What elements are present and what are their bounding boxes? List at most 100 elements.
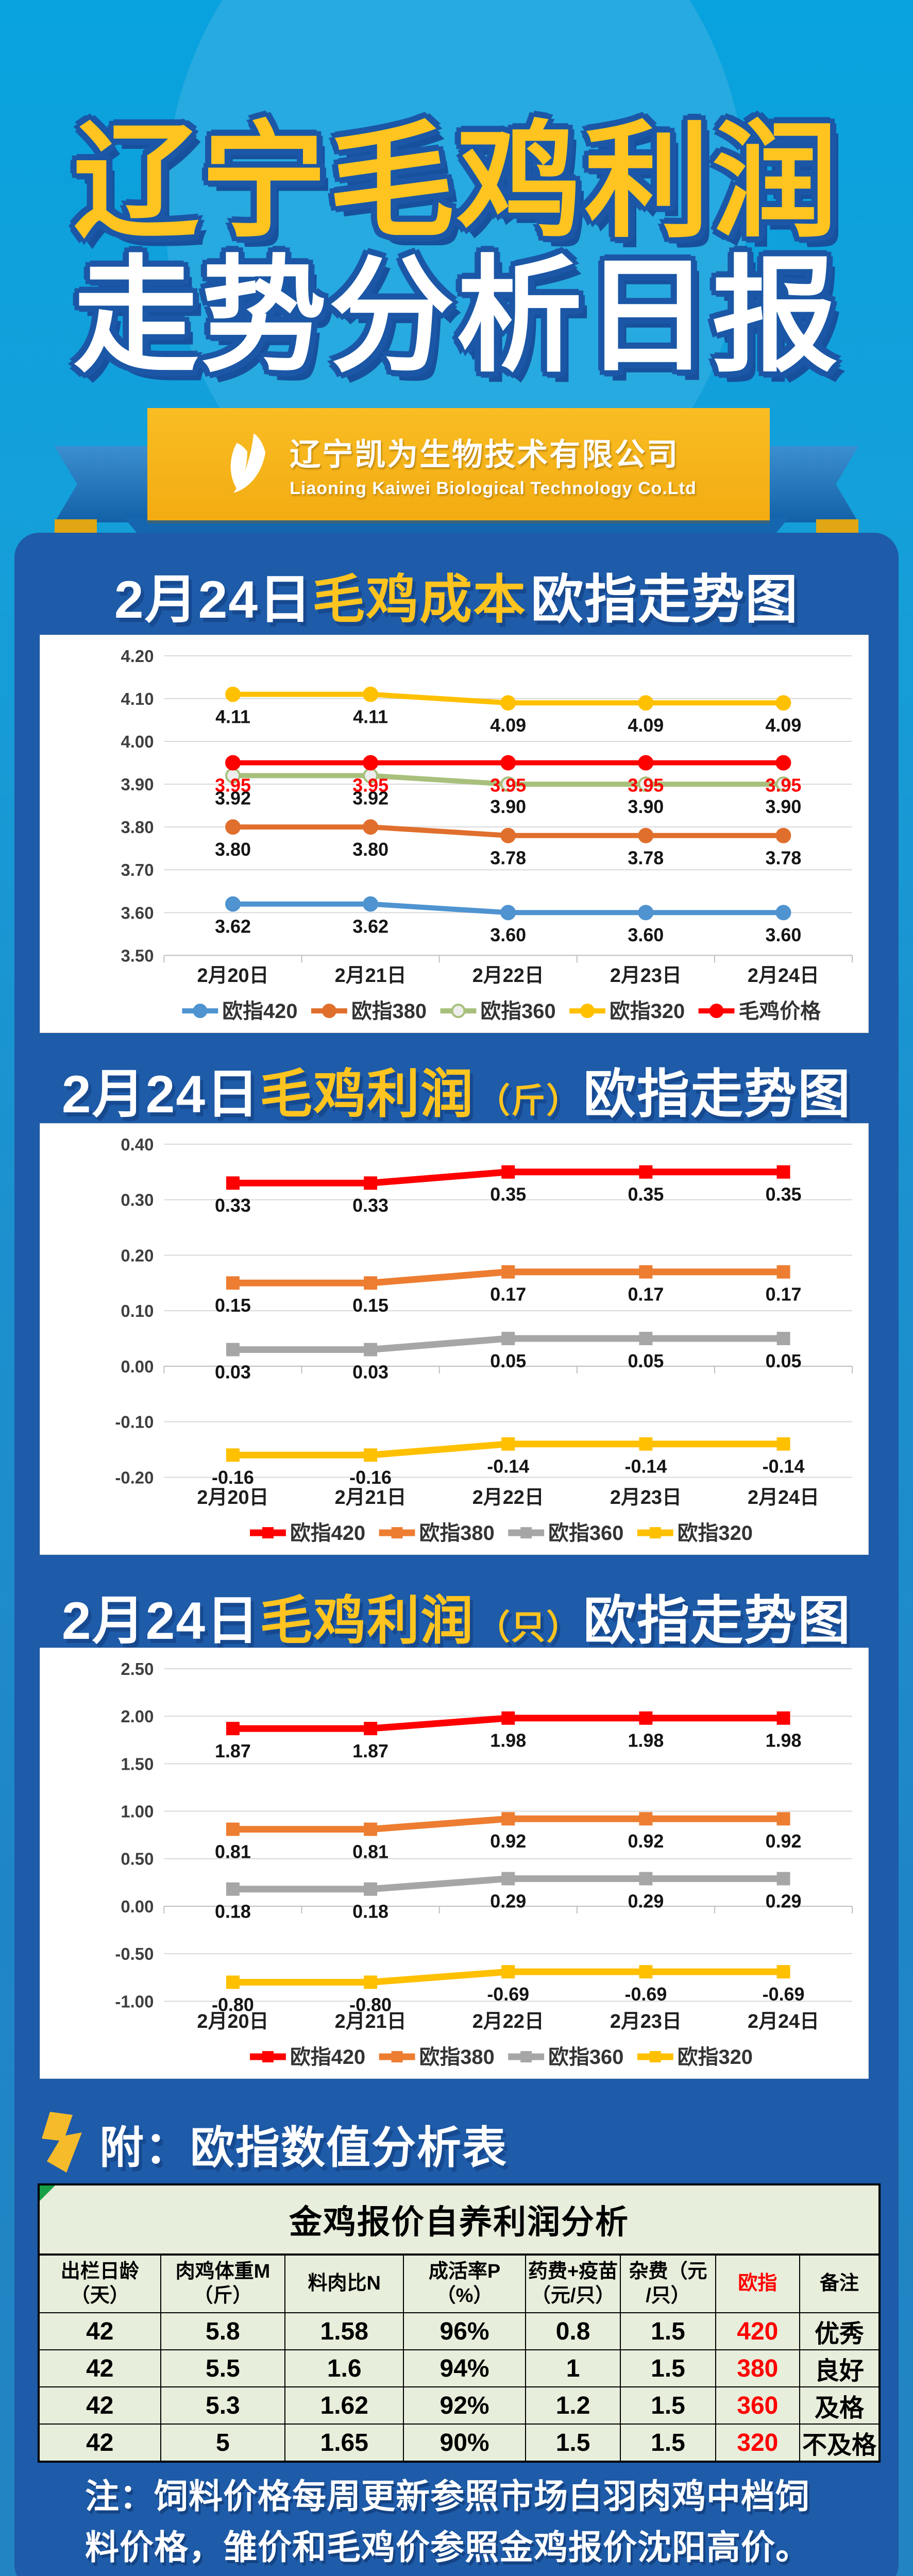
svg-text:2月24日: 2月24日 xyxy=(748,1487,819,1509)
svg-text:2月24日: 2月24日 xyxy=(748,2011,819,2032)
data-label: 3.92 xyxy=(352,788,388,808)
table-cell: 及格 xyxy=(799,2386,881,2425)
svg-text:2月24日: 2月24日 xyxy=(748,965,819,987)
data-point xyxy=(776,1711,790,1725)
data-label: 0.92 xyxy=(628,1831,664,1852)
title-prefix: 2月24日 xyxy=(61,1591,260,1650)
table-cell: 92% xyxy=(403,2386,526,2425)
legend-label: 欧指320 xyxy=(610,1000,685,1023)
data-point xyxy=(501,1265,515,1279)
column-header: 杂费（元 /只） xyxy=(620,2254,716,2313)
data-label: 3.90 xyxy=(766,796,802,817)
svg-text:1.00: 1.00 xyxy=(121,1802,154,1821)
data-label: 4.11 xyxy=(215,707,250,727)
data-label: 3.95 xyxy=(628,775,664,795)
data-point xyxy=(775,695,791,711)
data-label: -0.16 xyxy=(212,1467,254,1488)
data-label: 0.29 xyxy=(490,1890,526,1911)
data-label: 0.81 xyxy=(215,1841,251,1862)
data-point xyxy=(775,755,791,771)
svg-text:2月22日: 2月22日 xyxy=(472,965,544,987)
data-point xyxy=(226,1722,240,1736)
data-label: 1.87 xyxy=(352,1740,388,1761)
main-title: 辽宁毛鸡利润 走势分析日报 xyxy=(0,114,913,383)
data-point xyxy=(364,1276,378,1290)
svg-text:3.50: 3.50 xyxy=(121,946,154,965)
data-point xyxy=(775,827,791,843)
legend-label: 欧指380 xyxy=(419,2046,494,2069)
table-cell: 380 xyxy=(715,2349,800,2387)
table-corner-triangle-icon xyxy=(40,2185,55,2201)
table-cell: 5 xyxy=(160,2424,286,2462)
data-point xyxy=(776,1265,790,1279)
svg-text:2月20日: 2月20日 xyxy=(197,965,269,987)
table-cell: 1 xyxy=(525,2349,621,2387)
data-point xyxy=(639,1165,653,1179)
data-point xyxy=(500,776,516,792)
data-point xyxy=(638,695,654,711)
section-title-cost: 2月24日毛鸡成本欧指走势图 xyxy=(0,571,913,629)
data-point xyxy=(500,905,516,921)
table-cell: 42 xyxy=(38,2349,161,2387)
table-row: 42 5.5 1.6 94% 1 1.5 380 良好 xyxy=(38,2349,881,2387)
kaiwei-logo-icon xyxy=(221,429,274,500)
svg-text:2.50: 2.50 xyxy=(121,1659,154,1679)
svg-text:2月21日: 2月21日 xyxy=(335,2011,407,2032)
data-label: 1.98 xyxy=(490,1730,526,1751)
data-point xyxy=(639,1812,653,1826)
section-title-profit-jin: 2月24日毛鸡利润（斤）欧指走势图 xyxy=(0,1065,913,1123)
data-point xyxy=(225,896,241,912)
data-label: 0.05 xyxy=(766,1350,802,1371)
data-point xyxy=(364,1822,378,1836)
svg-text:2月23日: 2月23日 xyxy=(610,965,682,987)
table-row: 42 5.3 1.62 92% 1.2 1.5 360 及格 xyxy=(38,2386,881,2425)
data-label: -0.69 xyxy=(624,1984,667,2005)
table-row: 42 5.8 1.58 96% 0.8 1.5 420 优秀 xyxy=(38,2312,881,2350)
data-point xyxy=(364,1975,378,1989)
table-cell: 5.3 xyxy=(160,2386,286,2425)
data-label: 4.09 xyxy=(490,715,526,736)
legend-label: 欧指420 xyxy=(290,1522,365,1545)
table-cell: 1.5 xyxy=(620,2424,716,2462)
legend-label: 欧指360 xyxy=(548,1522,623,1545)
table-cell: 42 xyxy=(38,2386,161,2425)
table-cell: 5.8 xyxy=(160,2312,286,2350)
svg-text:-0.10: -0.10 xyxy=(115,1413,154,1432)
data-point xyxy=(364,1722,378,1736)
data-label: 3.80 xyxy=(352,839,388,860)
annex-heading: 附：欧指数值分析表 xyxy=(39,2108,508,2178)
data-point xyxy=(226,1176,240,1190)
svg-text:3.70: 3.70 xyxy=(121,860,154,879)
column-header: 药费+疫苗 （元/只） xyxy=(525,2254,621,2313)
table-cell: 1.2 xyxy=(525,2386,621,2425)
data-label: 3.78 xyxy=(766,848,802,869)
svg-text:0.40: 0.40 xyxy=(121,1135,154,1154)
table-cell: 42 xyxy=(38,2312,161,2350)
title-highlight: 毛鸡利润 xyxy=(260,1591,475,1650)
table-cell: 1.65 xyxy=(284,2424,404,2462)
data-label: 0.15 xyxy=(215,1295,251,1316)
data-label: 3.78 xyxy=(490,848,526,869)
legend-label: 欧指360 xyxy=(480,1000,555,1023)
data-label: 0.18 xyxy=(352,1901,388,1922)
bent-arrow-icon xyxy=(39,2110,86,2177)
data-label: 1.98 xyxy=(766,1730,802,1751)
data-label: 3.62 xyxy=(215,917,251,937)
data-point xyxy=(776,1965,790,1979)
table-cell: 94% xyxy=(403,2349,526,2387)
data-label: 0.33 xyxy=(215,1195,251,1216)
data-label: 3.90 xyxy=(490,796,526,817)
data-label: 4.09 xyxy=(628,715,664,736)
data-point xyxy=(226,1822,240,1836)
svg-text:2月20日: 2月20日 xyxy=(197,1487,268,1509)
data-point xyxy=(500,695,516,711)
data-label: 3.95 xyxy=(766,775,802,795)
data-label: 0.18 xyxy=(215,1901,251,1922)
legend-label: 欧指320 xyxy=(678,2046,753,2069)
svg-text:0.20: 0.20 xyxy=(121,1246,154,1265)
data-label: 0.35 xyxy=(490,1184,526,1205)
column-header: 出栏日龄 （天） xyxy=(38,2254,161,2313)
legend-label: 欧指380 xyxy=(419,1522,494,1545)
data-label: 3.95 xyxy=(352,775,388,795)
